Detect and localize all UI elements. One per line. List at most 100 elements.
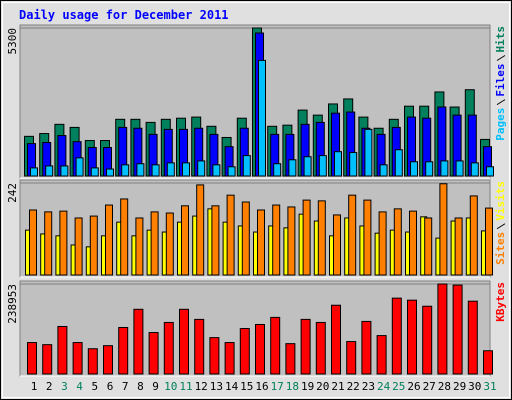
legend-label: Pages [494, 108, 507, 141]
bar [211, 205, 220, 276]
bar [45, 165, 54, 177]
x-tick-label: 14 [225, 380, 239, 393]
bar [485, 207, 493, 276]
bar [226, 194, 235, 276]
x-tick-label: 16 [255, 380, 268, 393]
bar [425, 161, 434, 177]
x-tick-label: 21 [331, 380, 344, 393]
bar [363, 199, 372, 276]
bar [118, 326, 129, 375]
bar [209, 337, 220, 375]
bar [255, 323, 265, 375]
bar [483, 350, 493, 375]
bar [194, 318, 205, 375]
bar [163, 321, 174, 375]
bar [331, 304, 341, 375]
bar [106, 168, 114, 177]
bar [239, 328, 250, 375]
bar [407, 299, 417, 375]
x-tick-label: 3 [61, 380, 68, 393]
bar [439, 183, 448, 276]
bar [348, 194, 357, 276]
bar [44, 211, 53, 276]
bar [150, 211, 159, 276]
x-tick-label: 10 [164, 380, 177, 393]
legend-label: KBytes [494, 282, 507, 322]
legend-separator [496, 55, 506, 61]
bar [378, 211, 387, 276]
bar [241, 201, 250, 276]
bar [333, 214, 341, 276]
bar [349, 152, 358, 177]
x-tick-label: 24 [377, 380, 391, 393]
x-tick-label: 19 [301, 380, 314, 393]
x-tick-label: 5 [91, 380, 98, 393]
x-tick-label: 7 [122, 380, 129, 393]
bar [440, 160, 449, 177]
bar [486, 166, 494, 177]
x-tick-label: 4 [76, 380, 83, 393]
bar [197, 160, 206, 177]
bar [196, 184, 205, 276]
bar [422, 305, 433, 375]
bar [135, 217, 144, 276]
x-tick-label: 30 [468, 380, 481, 393]
bar [120, 198, 129, 276]
x-tick-label: 11 [179, 380, 192, 393]
bar [30, 167, 38, 177]
x-tick-label: 9 [152, 380, 159, 393]
bar [74, 217, 83, 276]
x-tick-label: 29 [453, 380, 466, 393]
bar [393, 208, 402, 276]
x-tick-label: 15 [240, 380, 253, 393]
bar [454, 217, 463, 276]
bar [57, 325, 68, 375]
x-tick-label: 17 [271, 380, 284, 393]
x-tick-label: 22 [347, 380, 360, 393]
bar [318, 155, 327, 177]
bar [470, 162, 479, 177]
bar [182, 162, 190, 177]
bar [272, 204, 281, 276]
bar [90, 167, 99, 177]
y-tick-label: 242 [6, 183, 19, 203]
bar [315, 321, 326, 375]
y-tick-label: 238953 [6, 284, 19, 324]
bar [437, 283, 448, 375]
bar [391, 297, 402, 375]
bar [302, 199, 311, 276]
bar [105, 204, 113, 276]
bar [376, 335, 387, 375]
bar [59, 210, 68, 276]
bar [410, 161, 418, 177]
bar [224, 342, 235, 375]
bar [181, 205, 189, 276]
bar [165, 212, 174, 276]
bar [288, 159, 297, 177]
x-tick-label: 1 [31, 380, 38, 393]
bar [409, 210, 417, 276]
bar [29, 209, 37, 276]
x-tick-label: 26 [407, 380, 420, 393]
bar [452, 284, 463, 375]
bar [72, 342, 83, 375]
bar [270, 316, 281, 375]
legend-separator [496, 99, 506, 106]
bar [455, 160, 464, 177]
bar [334, 151, 342, 177]
bar [424, 217, 433, 276]
x-tick-label: 23 [362, 380, 375, 393]
x-tick-label: 2 [46, 380, 53, 393]
x-tick-label: 18 [286, 380, 299, 393]
legend-label: Hits [494, 26, 507, 53]
chart-title: Daily usage for December 2011 [19, 8, 229, 22]
bar [151, 164, 160, 177]
bar [467, 300, 478, 375]
bar [103, 345, 113, 375]
x-tick-label: 27 [423, 380, 436, 393]
bar [148, 332, 159, 375]
legend-label: Sites [494, 232, 507, 265]
x-tick-label: 28 [438, 380, 451, 393]
